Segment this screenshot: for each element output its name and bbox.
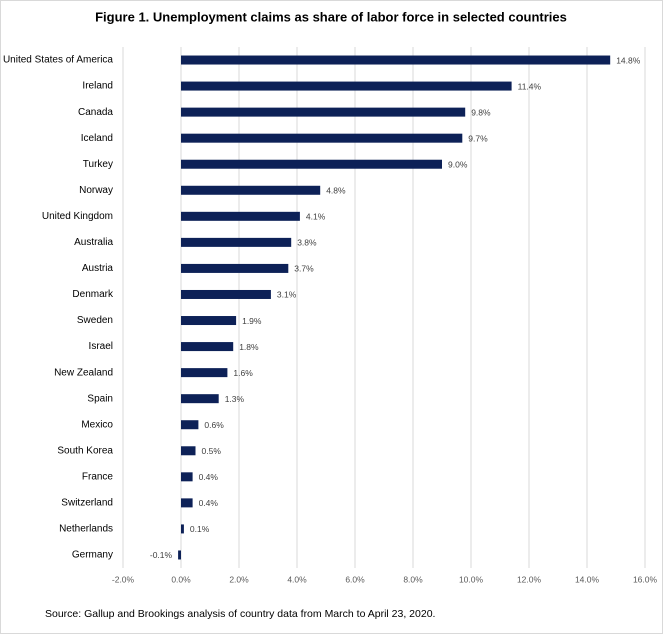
y-tick-label: United Kingdom bbox=[42, 211, 113, 222]
y-tick-label: Iceland bbox=[81, 133, 113, 144]
value-label: 4.1% bbox=[306, 212, 326, 222]
chart-title: Figure 1. Unemployment claims as share o… bbox=[95, 9, 567, 24]
value-label: 14.8% bbox=[616, 55, 641, 65]
y-tick-label: Ireland bbox=[82, 81, 113, 92]
value-label: 0.1% bbox=[190, 524, 210, 534]
y-tick-label: Australia bbox=[74, 237, 113, 248]
value-label: 4.8% bbox=[326, 186, 346, 196]
y-tick-label: Austria bbox=[82, 263, 114, 274]
x-tick-label: 4.0% bbox=[287, 574, 307, 584]
bar bbox=[181, 107, 466, 117]
x-tick-label: 0.0% bbox=[171, 574, 191, 584]
y-tick-label: Turkey bbox=[83, 159, 113, 170]
y-tick-label: New Zealand bbox=[54, 367, 113, 378]
bar bbox=[181, 472, 193, 482]
value-label: 0.4% bbox=[199, 498, 219, 508]
y-tick-label: Israel bbox=[89, 341, 113, 352]
value-label: 1.6% bbox=[233, 368, 253, 378]
source-note: Source: Gallup and Brookings analysis of… bbox=[45, 608, 435, 620]
y-tick-label: Denmark bbox=[72, 289, 114, 300]
bar bbox=[181, 316, 237, 326]
value-label: 0.5% bbox=[202, 446, 222, 456]
y-tick-label: Sweden bbox=[77, 315, 113, 326]
value-label: 9.8% bbox=[471, 107, 491, 117]
value-label: 1.9% bbox=[242, 316, 262, 326]
value-label: 1.3% bbox=[225, 394, 245, 404]
value-label: -0.1% bbox=[150, 550, 173, 560]
value-label: 9.7% bbox=[468, 133, 488, 143]
bar bbox=[181, 237, 292, 247]
bar bbox=[181, 185, 321, 195]
bar bbox=[181, 159, 442, 169]
bar bbox=[181, 446, 196, 456]
y-tick-label: Switzerland bbox=[61, 498, 113, 509]
value-label: 9.0% bbox=[448, 159, 468, 169]
x-tick-label: 12.0% bbox=[517, 574, 542, 584]
bar bbox=[181, 524, 184, 534]
y-tick-label: Mexico bbox=[81, 419, 113, 430]
y-tick-label: Spain bbox=[87, 393, 113, 404]
bar bbox=[181, 81, 512, 91]
bar bbox=[181, 211, 300, 221]
bar bbox=[181, 133, 463, 143]
x-tick-label: 16.0% bbox=[633, 574, 658, 584]
x-tick-label: 10.0% bbox=[459, 574, 484, 584]
x-tick-label: -2.0% bbox=[112, 574, 135, 584]
y-tick-label: Norway bbox=[79, 185, 113, 196]
value-label: 3.8% bbox=[297, 238, 317, 248]
bar bbox=[181, 498, 193, 508]
x-tick-label: 2.0% bbox=[229, 574, 249, 584]
bar bbox=[181, 420, 199, 430]
value-label: 0.6% bbox=[204, 420, 224, 430]
value-label: 3.7% bbox=[294, 264, 314, 274]
value-label: 0.4% bbox=[199, 472, 219, 482]
bar bbox=[181, 368, 228, 378]
y-tick-label: Netherlands bbox=[59, 524, 113, 535]
x-tick-label: 6.0% bbox=[345, 574, 365, 584]
y-tick-label: South Korea bbox=[57, 445, 113, 456]
bar bbox=[181, 394, 219, 404]
x-tick-label: 8.0% bbox=[403, 574, 423, 584]
bar bbox=[181, 342, 234, 352]
x-tick-label: 14.0% bbox=[575, 574, 600, 584]
bar bbox=[181, 55, 611, 65]
y-tick-label: Canada bbox=[78, 107, 113, 118]
bar bbox=[178, 550, 181, 560]
value-label: 11.4% bbox=[518, 81, 542, 91]
bar bbox=[181, 263, 289, 273]
y-tick-label: Germany bbox=[72, 550, 113, 561]
y-tick-label: United States of America bbox=[3, 55, 113, 66]
bar bbox=[181, 289, 271, 299]
value-label: 1.8% bbox=[239, 342, 259, 352]
value-label: 3.1% bbox=[277, 290, 297, 300]
y-tick-label: France bbox=[82, 471, 114, 482]
